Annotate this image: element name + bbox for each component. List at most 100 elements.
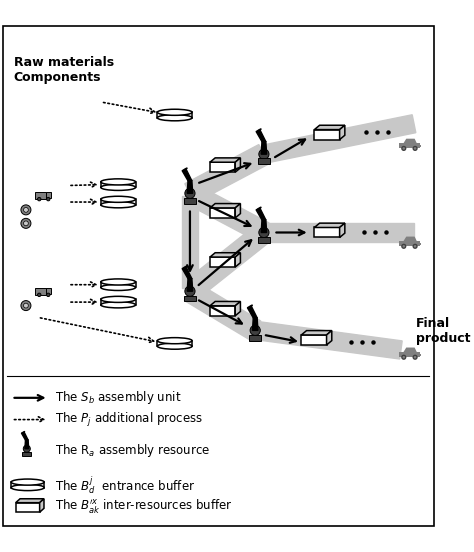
Polygon shape — [339, 223, 345, 237]
Bar — [101, 282, 136, 288]
Bar — [16, 503, 40, 512]
Polygon shape — [256, 208, 266, 220]
Bar — [46, 288, 51, 294]
Circle shape — [402, 245, 405, 247]
Bar — [399, 145, 400, 147]
Circle shape — [24, 303, 28, 308]
Bar — [314, 130, 339, 140]
Polygon shape — [256, 130, 266, 142]
Polygon shape — [184, 282, 261, 339]
Polygon shape — [185, 145, 269, 203]
Polygon shape — [314, 125, 345, 130]
Bar — [314, 227, 339, 237]
Bar — [22, 452, 31, 456]
Bar — [101, 299, 136, 305]
Ellipse shape — [157, 109, 192, 115]
Polygon shape — [261, 142, 267, 154]
Bar — [157, 341, 192, 346]
Polygon shape — [314, 223, 345, 227]
Bar — [399, 243, 400, 245]
Ellipse shape — [101, 284, 136, 290]
Circle shape — [259, 227, 269, 237]
Circle shape — [402, 147, 405, 150]
Polygon shape — [403, 139, 417, 144]
Polygon shape — [403, 237, 417, 241]
Ellipse shape — [157, 343, 192, 349]
Bar — [210, 306, 235, 316]
Polygon shape — [235, 253, 240, 267]
Bar — [101, 199, 136, 205]
Ellipse shape — [101, 201, 136, 208]
Polygon shape — [235, 301, 240, 316]
Text: The $B_{ak}^{\prime x}$ inter-resources buffer: The $B_{ak}^{\prime x}$ inter-resources … — [55, 498, 233, 517]
Polygon shape — [254, 321, 402, 359]
Polygon shape — [339, 125, 345, 140]
Circle shape — [414, 245, 416, 247]
Ellipse shape — [157, 338, 192, 344]
Bar — [249, 335, 262, 341]
Bar — [400, 144, 420, 148]
Text: The R$_a$ assembly resource: The R$_a$ assembly resource — [55, 442, 210, 459]
Polygon shape — [301, 331, 332, 335]
Polygon shape — [182, 267, 192, 279]
Polygon shape — [262, 115, 416, 163]
Circle shape — [46, 198, 50, 201]
Text: The $S_b$ assembly unit: The $S_b$ assembly unit — [55, 389, 182, 406]
Polygon shape — [261, 220, 267, 232]
Polygon shape — [253, 318, 258, 331]
Ellipse shape — [101, 279, 136, 285]
Polygon shape — [25, 440, 29, 449]
Polygon shape — [210, 301, 240, 306]
Circle shape — [412, 354, 418, 360]
Circle shape — [46, 293, 50, 296]
Bar — [46, 192, 51, 198]
Polygon shape — [183, 224, 271, 300]
Text: Final
product: Final product — [416, 317, 471, 346]
Bar — [301, 335, 327, 345]
Polygon shape — [403, 348, 417, 352]
Ellipse shape — [11, 485, 44, 491]
Polygon shape — [187, 279, 193, 291]
Text: Raw materials
Components: Raw materials Components — [14, 56, 114, 84]
Circle shape — [250, 325, 260, 336]
Polygon shape — [210, 158, 240, 162]
Bar — [400, 241, 420, 246]
Bar — [419, 354, 420, 356]
Circle shape — [401, 146, 406, 151]
Bar — [35, 192, 46, 199]
Ellipse shape — [101, 197, 136, 203]
Circle shape — [401, 354, 406, 360]
Circle shape — [21, 205, 31, 215]
Circle shape — [401, 244, 406, 249]
Bar — [210, 208, 235, 218]
Ellipse shape — [101, 302, 136, 308]
Bar — [184, 295, 196, 301]
Polygon shape — [264, 224, 414, 242]
Bar — [258, 237, 270, 243]
Circle shape — [24, 221, 28, 226]
Polygon shape — [210, 253, 240, 257]
Circle shape — [259, 149, 269, 160]
Circle shape — [37, 293, 41, 296]
Polygon shape — [182, 169, 192, 181]
Polygon shape — [247, 306, 257, 318]
Bar — [157, 112, 192, 118]
Ellipse shape — [101, 296, 136, 302]
Polygon shape — [187, 181, 193, 193]
Bar — [210, 162, 235, 172]
Circle shape — [185, 188, 195, 198]
Bar — [184, 198, 196, 204]
Circle shape — [21, 219, 31, 229]
Circle shape — [412, 146, 418, 151]
Circle shape — [402, 356, 405, 358]
Bar — [258, 158, 270, 164]
Circle shape — [23, 445, 30, 452]
Polygon shape — [235, 204, 240, 218]
Ellipse shape — [101, 184, 136, 190]
Polygon shape — [182, 195, 198, 288]
Circle shape — [37, 198, 41, 201]
Bar — [35, 288, 46, 295]
Polygon shape — [235, 158, 240, 172]
Polygon shape — [40, 499, 44, 512]
Bar — [400, 352, 420, 357]
